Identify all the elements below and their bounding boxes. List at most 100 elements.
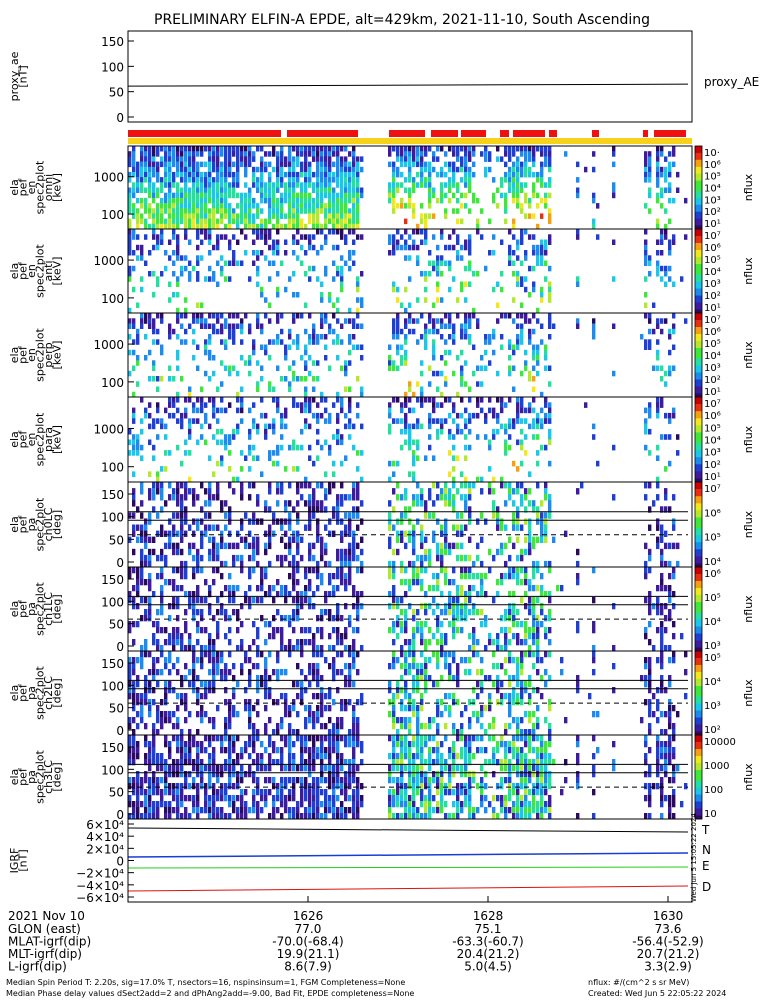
heatmap-cell xyxy=(592,223,596,230)
heatmap-cell xyxy=(208,591,212,598)
heatmap-cell xyxy=(524,286,528,293)
heatmap-cell xyxy=(512,717,516,724)
heatmap-cell xyxy=(584,402,588,408)
heatmap-cell xyxy=(352,146,356,152)
heatmap-cell xyxy=(220,439,224,446)
heatmap-cell xyxy=(340,548,344,556)
heatmap-cell xyxy=(312,554,316,562)
y-tick-label: 100 xyxy=(101,511,124,525)
heatmap-cell xyxy=(200,597,204,604)
heatmap-cell xyxy=(152,365,156,371)
heatmap-cell xyxy=(440,524,444,531)
heatmap-cell xyxy=(456,591,460,598)
heatmap-cell xyxy=(424,536,428,543)
heatmap-cell xyxy=(540,166,544,173)
heatmap-cell xyxy=(436,573,440,580)
heatmap-cell xyxy=(168,203,172,209)
heatmap-cell xyxy=(236,161,240,168)
heatmap-cell xyxy=(132,729,136,736)
heatmap-cell xyxy=(492,434,496,440)
heatmap-cell xyxy=(484,573,488,580)
heatmap-cell xyxy=(196,313,200,319)
heatmap-cell xyxy=(312,386,316,392)
heatmap-cell xyxy=(204,213,208,219)
heatmap-cell xyxy=(532,365,536,371)
heatmap-cell xyxy=(140,250,144,256)
heatmap-cell xyxy=(656,402,660,408)
heatmap-cell xyxy=(276,488,280,495)
heatmap-cell xyxy=(140,597,144,604)
heatmap-cell xyxy=(448,197,452,204)
heatmap-cell xyxy=(420,560,424,568)
heatmap-cell xyxy=(148,166,152,173)
heatmap-cell xyxy=(200,651,204,658)
heatmap-cell xyxy=(472,585,476,592)
heatmap-cell xyxy=(208,239,212,245)
heatmap-cell xyxy=(444,609,448,616)
heatmap-cell xyxy=(284,645,288,652)
heatmap-cell xyxy=(340,402,344,408)
heatmap-cell xyxy=(276,723,280,730)
heatmap-cell xyxy=(468,717,472,724)
heatmap-cell xyxy=(320,146,324,152)
heatmap-cell xyxy=(392,471,396,477)
heatmap-cell xyxy=(216,328,220,335)
heatmap-cell xyxy=(668,506,672,513)
heatmap-cell xyxy=(420,218,424,225)
heatmap-cell xyxy=(128,239,132,245)
heatmap-cell xyxy=(520,313,524,319)
heatmap-cell xyxy=(452,192,456,199)
heatmap-cell xyxy=(204,711,208,718)
heatmap-cell xyxy=(520,161,524,168)
heatmap-cell xyxy=(128,657,132,664)
heatmap-cell xyxy=(320,156,324,162)
heatmap-cell xyxy=(516,518,520,525)
heatmap-cell xyxy=(300,223,304,230)
heatmap-cell xyxy=(296,512,300,519)
heatmap-cell xyxy=(156,639,160,646)
heatmap-cell xyxy=(224,187,228,193)
heatmap-cell xyxy=(444,376,448,382)
heatmap-cell xyxy=(280,482,284,489)
heatmap-cell xyxy=(484,418,488,424)
heatmap-cell xyxy=(512,687,516,694)
heatmap-cell xyxy=(344,386,348,392)
heatmap-cell xyxy=(412,161,416,168)
heatmap-cell xyxy=(644,177,648,183)
heatmap-cell xyxy=(344,260,348,266)
heatmap-cell xyxy=(452,609,456,616)
heatmap-cell xyxy=(360,591,364,598)
heatmap-cell xyxy=(344,203,348,209)
heatmap-cell xyxy=(436,370,440,377)
heatmap-cell xyxy=(444,482,448,489)
heatmap-cell xyxy=(504,627,508,634)
heatmap-cell xyxy=(128,276,132,282)
heatmap-cell xyxy=(472,197,476,204)
heatmap-cell xyxy=(244,591,248,598)
heatmap-cell xyxy=(508,693,512,700)
heatmap-cell xyxy=(196,213,200,219)
heatmap-cell xyxy=(220,560,224,568)
heatmap-cell xyxy=(488,639,492,646)
heatmap-cell xyxy=(208,397,212,403)
heatmap-cell xyxy=(464,334,468,340)
heatmap-cell xyxy=(516,271,520,277)
heatmap-cell xyxy=(672,621,676,628)
heatmap-cell xyxy=(128,244,132,251)
heatmap-cell xyxy=(452,542,456,550)
heatmap-cell xyxy=(256,663,260,670)
heatmap-cell xyxy=(484,265,488,272)
heatmap-cell xyxy=(264,192,268,199)
heatmap-cell xyxy=(576,187,580,193)
heatmap-cell xyxy=(392,187,396,193)
y-axis-label: pef xyxy=(17,345,30,364)
heatmap-cell xyxy=(536,203,540,209)
colorbar-tick-label: 10⁶ xyxy=(704,243,721,254)
colorbar-swatch xyxy=(695,204,702,209)
heatmap-cell xyxy=(236,627,240,634)
heatmap-cell xyxy=(576,234,580,240)
heatmap-cell xyxy=(360,500,364,507)
heatmap-cell xyxy=(640,717,644,724)
heatmap-cell xyxy=(660,711,664,718)
heatmap-cell xyxy=(128,591,132,598)
